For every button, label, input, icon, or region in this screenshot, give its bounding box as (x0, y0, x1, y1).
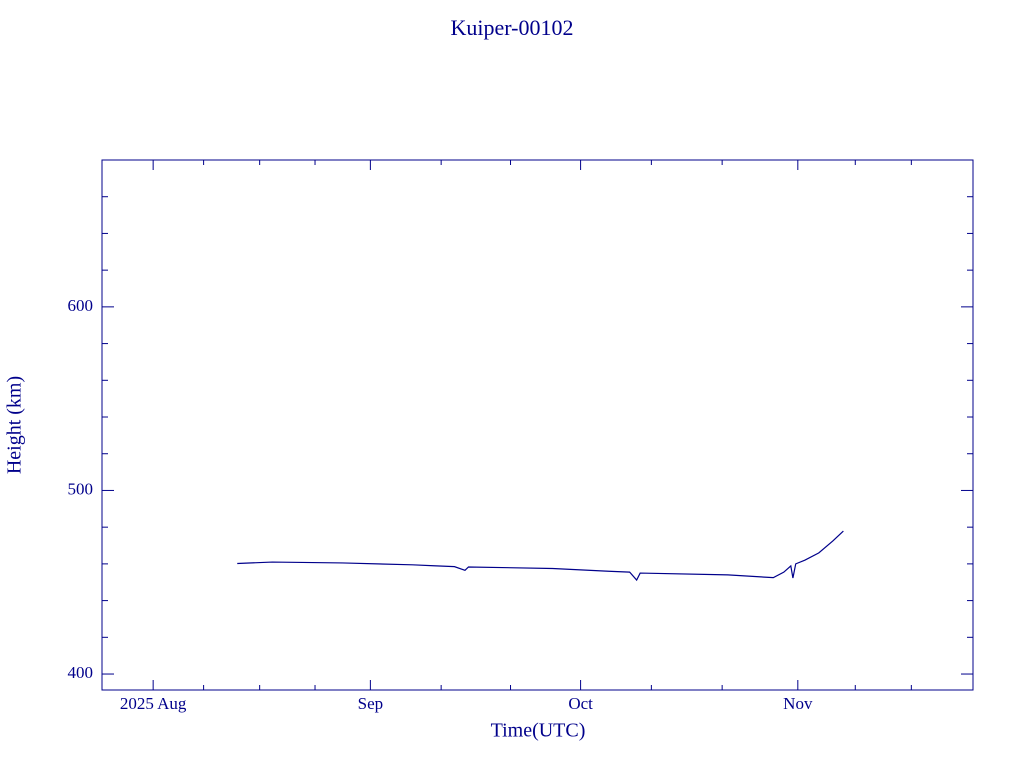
chart-title: Kuiper-00102 (451, 15, 574, 40)
y-axis-label: Height (km) (4, 376, 26, 474)
y-tick-label: 600 (68, 296, 94, 315)
x-tick-label: Oct (568, 694, 593, 713)
y-tick-label: 500 (68, 479, 94, 498)
x-axis-label: Time(UTC) (491, 720, 586, 742)
x-tick-label: Nov (783, 694, 813, 713)
y-tick-label: 400 (68, 663, 94, 682)
x-tick-label: 2025 Aug (120, 694, 187, 713)
x-tick-label: Sep (358, 694, 384, 713)
plot-frame (101, 159, 974, 691)
data-line (237, 530, 844, 582)
